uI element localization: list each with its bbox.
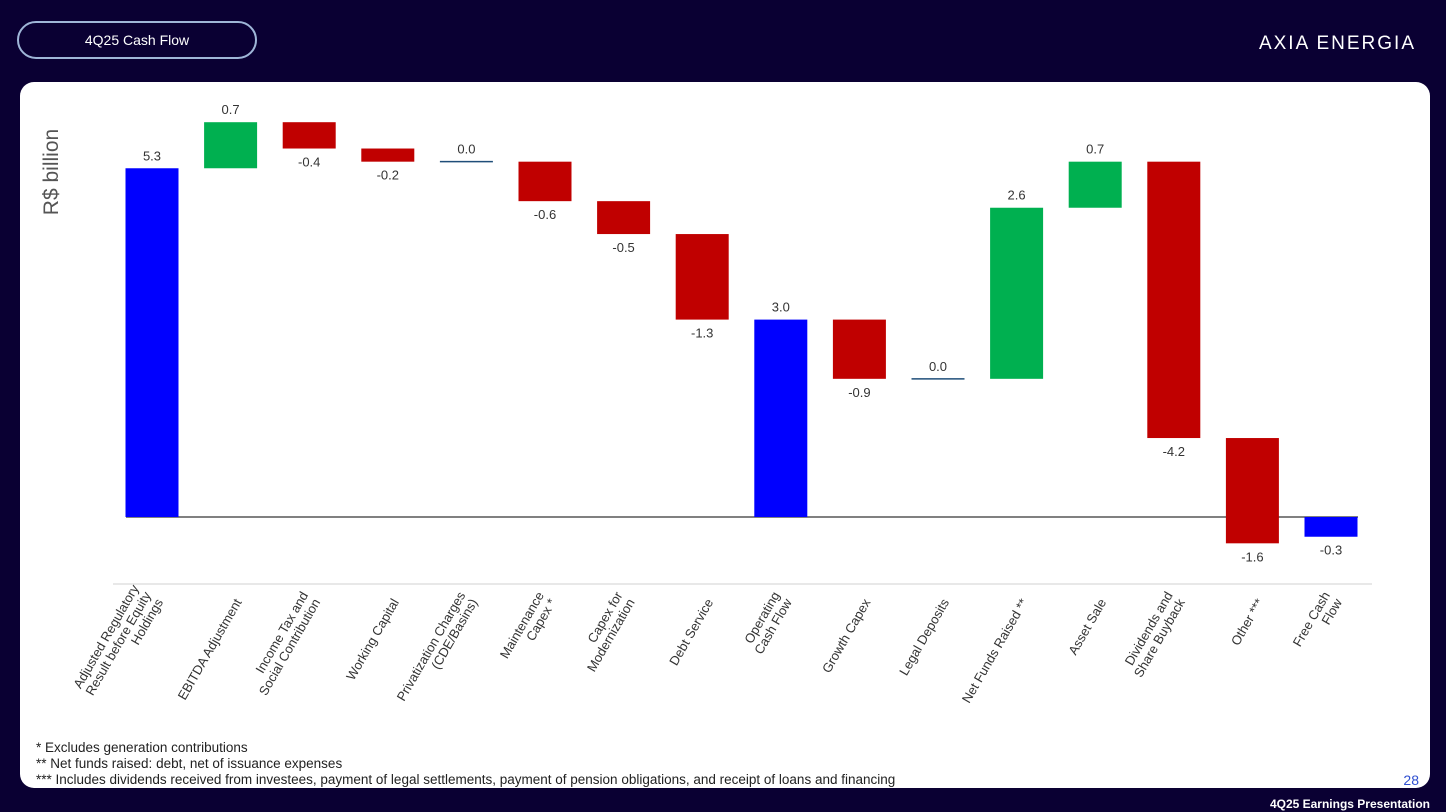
bar bbox=[518, 161, 572, 202]
data-label: -0.5 bbox=[612, 240, 634, 255]
bar bbox=[1147, 161, 1201, 439]
data-label: 2.6 bbox=[1008, 188, 1026, 203]
bar bbox=[1068, 161, 1122, 208]
footnote: *** Includes dividends received from inv… bbox=[36, 772, 895, 787]
data-label: 0.0 bbox=[929, 359, 947, 374]
data-label: -4.2 bbox=[1163, 444, 1185, 459]
logo: AXIA ENERGIA bbox=[1259, 33, 1416, 54]
bar bbox=[675, 234, 729, 320]
data-label: -0.9 bbox=[848, 385, 870, 400]
bar bbox=[204, 122, 258, 169]
page-number: 28 bbox=[1403, 772, 1419, 788]
y-axis-label: R$ billion bbox=[40, 129, 63, 215]
data-label: -0.3 bbox=[1320, 543, 1342, 558]
bar bbox=[1304, 517, 1358, 537]
data-label: -1.3 bbox=[691, 326, 713, 341]
footer-caption: 4Q25 Earnings Presentation bbox=[1270, 797, 1430, 811]
data-label: 5.3 bbox=[143, 148, 161, 163]
data-label: -0.6 bbox=[534, 207, 556, 222]
data-label: -1.6 bbox=[1241, 549, 1263, 564]
bar bbox=[990, 207, 1044, 379]
bar bbox=[125, 168, 179, 517]
footnote: * Excludes generation contributions bbox=[36, 740, 248, 755]
data-label: 0.0 bbox=[457, 142, 475, 157]
bar bbox=[282, 122, 336, 149]
data-label: 3.0 bbox=[772, 300, 790, 315]
title-pill bbox=[17, 21, 257, 59]
data-label: 0.7 bbox=[1086, 142, 1104, 157]
data-label: -0.2 bbox=[377, 168, 399, 183]
data-label: -0.4 bbox=[298, 155, 320, 170]
bar bbox=[361, 148, 415, 162]
bar bbox=[754, 319, 808, 517]
bar bbox=[1225, 438, 1279, 544]
footnote: ** Net funds raised: debt, net of issuan… bbox=[36, 756, 342, 771]
panel bbox=[20, 82, 1430, 788]
bar bbox=[832, 319, 886, 379]
data-label: 0.7 bbox=[222, 102, 240, 117]
slide-title: 4Q25 Cash Flow bbox=[85, 32, 190, 48]
bar bbox=[597, 201, 651, 235]
